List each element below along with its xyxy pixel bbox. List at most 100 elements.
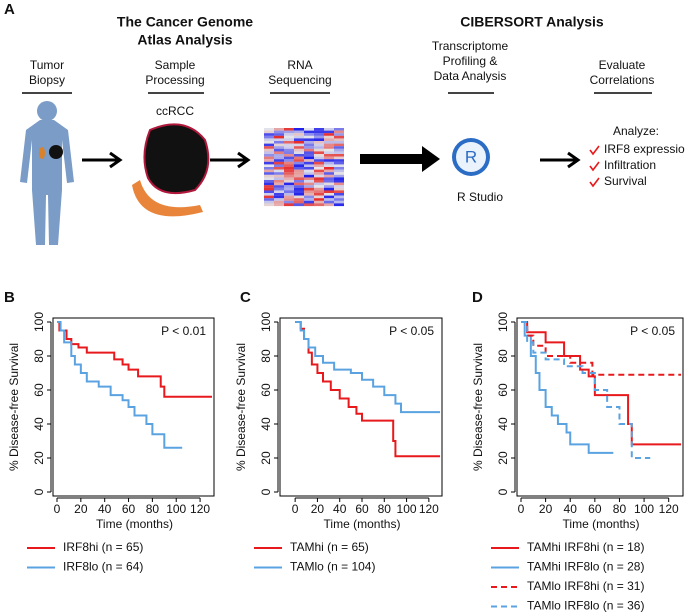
step-label: Sample — [155, 58, 196, 72]
tool-label: R Studio — [457, 190, 503, 204]
heat-cell — [294, 146, 304, 149]
heat-cell — [314, 156, 324, 160]
panel-label: B — [4, 289, 15, 306]
heat-cell — [294, 203, 304, 207]
panel-label: C — [240, 289, 251, 306]
heat-cell — [334, 159, 344, 162]
heat-cell — [304, 180, 314, 183]
heat-cell — [274, 161, 284, 165]
heat-cell — [334, 185, 344, 188]
y-tick-label: 60 — [259, 383, 273, 397]
heat-cell — [304, 141, 314, 144]
heat-cell — [284, 169, 294, 173]
x-tick-label: 60 — [122, 502, 136, 516]
y-axis-label: % Disease-free Survival — [7, 343, 21, 471]
x-tick-label: 120 — [190, 502, 210, 516]
heat-cell — [284, 130, 294, 134]
heat-cell — [334, 167, 344, 170]
heading: The Cancer Genome — [117, 14, 253, 30]
heat-cell — [274, 154, 284, 157]
heat-cell — [284, 195, 294, 199]
heat-cell — [284, 198, 294, 201]
checklist: IRF8 expression Infiltration Survival — [589, 142, 685, 188]
heat-cell — [304, 159, 314, 162]
legend-label: TAMlo IRF8lo (n = 36) — [527, 599, 644, 612]
heat-cell — [324, 156, 334, 160]
heat-cell — [294, 177, 304, 181]
panel-label: A — [4, 1, 15, 18]
heat-cell — [334, 200, 344, 204]
heat-cell — [264, 177, 274, 181]
heat-cell — [294, 174, 304, 178]
heat-cell — [304, 128, 314, 131]
heat-cell — [334, 146, 344, 149]
heat-cell — [274, 169, 284, 173]
p-value: P < 0.05 — [389, 324, 434, 338]
heat-cell — [334, 172, 344, 175]
heat-cell — [284, 138, 294, 142]
p-value: P < 0.01 — [161, 324, 206, 338]
heat-cell — [294, 161, 304, 165]
heat-cell — [264, 193, 274, 196]
heat-cell — [324, 180, 334, 183]
heat-cell — [264, 143, 274, 147]
heat-cell — [314, 172, 324, 175]
body-icon — [20, 101, 74, 245]
heat-cell — [284, 141, 294, 144]
heat-cell — [314, 203, 324, 207]
heat-cell — [324, 130, 334, 134]
heat-cell — [294, 167, 304, 170]
x-tick-label: 40 — [98, 502, 112, 516]
heat-cell — [304, 133, 314, 136]
y-tick-label: 80 — [496, 349, 510, 363]
heat-cell — [334, 182, 344, 186]
heat-cell — [334, 143, 344, 147]
heat-cell — [314, 185, 324, 188]
analyze-item: IRF8 expression — [604, 142, 685, 156]
heat-cell — [284, 161, 294, 165]
heat-cell — [274, 143, 284, 147]
heat-cell — [304, 190, 314, 194]
heat-cell — [274, 151, 284, 155]
heat-cell — [314, 187, 324, 191]
heat-cell — [324, 135, 334, 139]
survival-curve — [521, 321, 614, 454]
legend-label: TAMhi (n = 65) — [290, 540, 369, 554]
heat-cell — [294, 133, 304, 136]
heat-cell — [304, 177, 314, 181]
heat-cell — [334, 177, 344, 181]
heat-cell — [304, 164, 314, 168]
heat-cell — [274, 180, 284, 183]
sample-label: ccRCC — [156, 104, 194, 118]
heat-cell — [314, 182, 324, 186]
heat-cell — [264, 146, 274, 149]
heat-cell — [284, 167, 294, 170]
heat-cell — [264, 174, 274, 178]
heat-cell — [284, 190, 294, 194]
legend-label: TAMhi IRF8lo (n = 28) — [527, 560, 644, 574]
heat-cell — [324, 167, 334, 170]
heat-cell — [334, 198, 344, 201]
p-value: P < 0.05 — [630, 324, 675, 338]
heat-cell — [314, 174, 324, 178]
heat-cell — [264, 200, 274, 204]
heat-cell — [294, 128, 304, 131]
heat-cell — [284, 187, 294, 191]
heat-cell — [314, 154, 324, 157]
y-tick-label: 100 — [259, 312, 273, 332]
heat-cell — [294, 193, 304, 196]
heat-cell — [304, 185, 314, 188]
x-tick-label: 120 — [659, 502, 679, 516]
heat-cell — [334, 195, 344, 199]
check-mark — [589, 161, 600, 172]
heat-cell — [294, 169, 304, 173]
heat-cell — [294, 138, 304, 142]
step-label: RNA — [287, 58, 312, 72]
heat-cell — [274, 187, 284, 191]
heat-cell — [274, 148, 284, 152]
heat-cell — [334, 190, 344, 194]
heat-cell — [264, 172, 274, 175]
x-tick-label: 60 — [588, 502, 602, 516]
heat-cell — [304, 135, 314, 139]
